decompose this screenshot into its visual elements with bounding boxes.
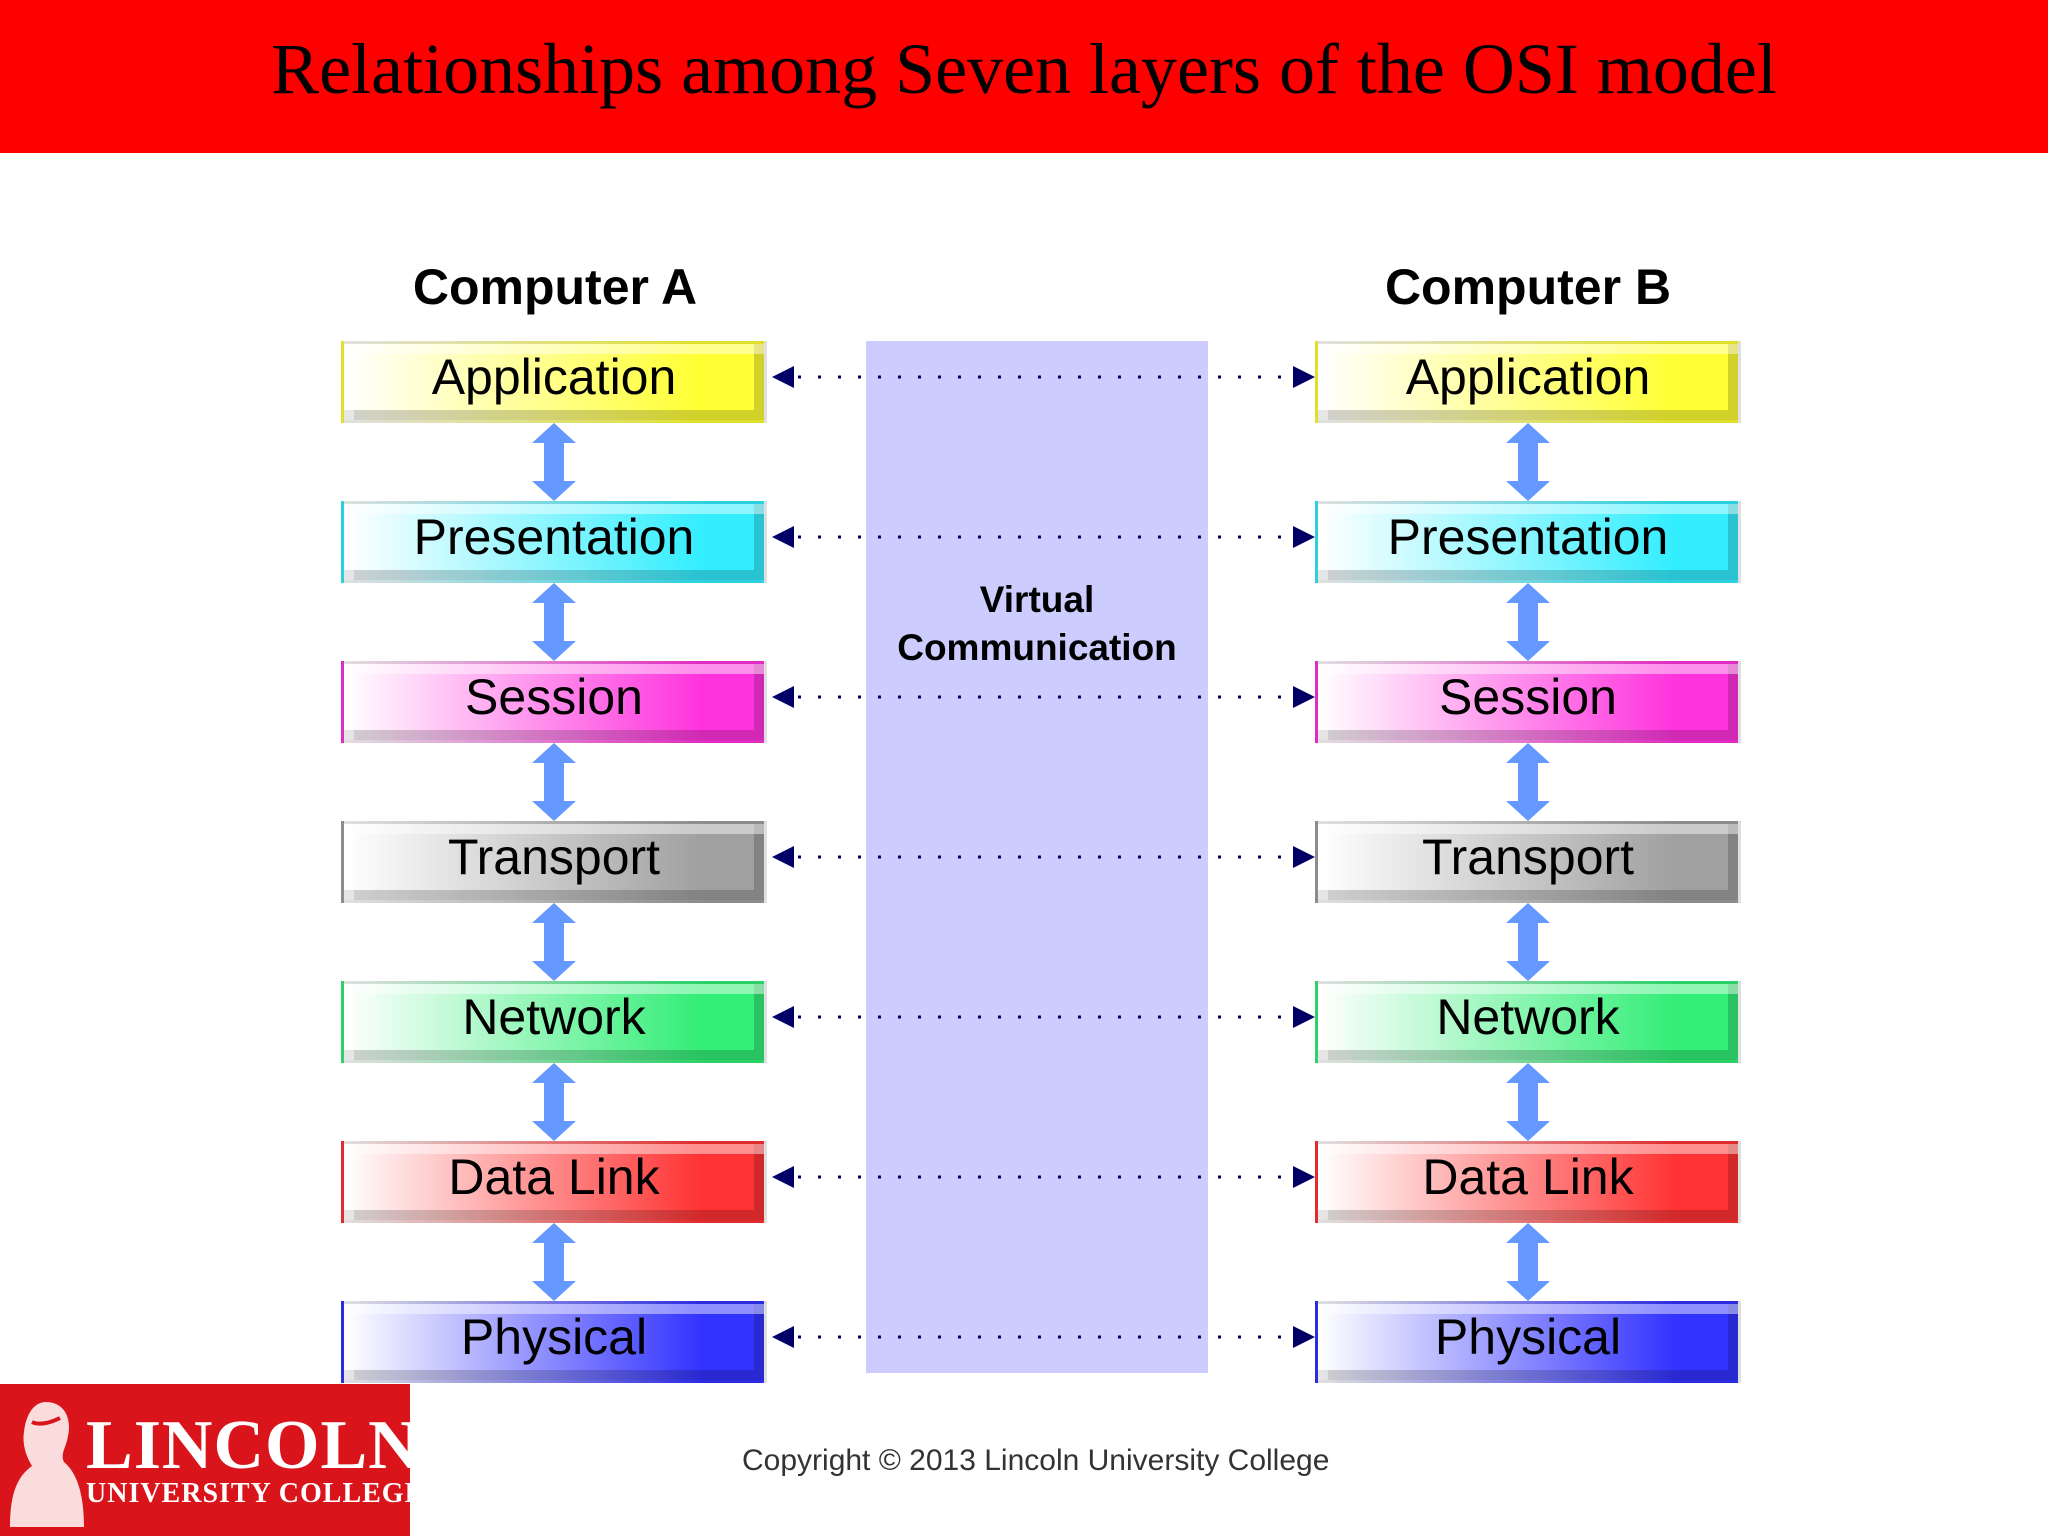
vertical-arrow-icon [532,1223,576,1301]
logo [0,1384,410,1536]
logo-sub-text: UNIVERSITY COLLEGE [86,1478,425,1509]
layer-label: Presentation [413,509,695,565]
layer-label: Session [1439,669,1617,725]
layer-data-link-a: Data Link [341,1141,767,1223]
peer-dotted-arrow-icon [772,1163,1315,1191]
layer-application-b: Application [1315,341,1741,423]
vertical-arrow-icon [1506,1063,1550,1141]
layer-label: Transport [1421,829,1635,885]
vertical-arrow-icon [1506,583,1550,661]
virtual-communication-band [866,341,1208,1373]
lincoln-bust-icon [10,1402,84,1527]
layer-label: Transport [447,829,661,885]
copyright-text: Copyright © 2013 Lincoln University Coll… [742,1444,1330,1477]
layer-label: Physical [460,1309,648,1365]
vertical-arrow-icon [532,583,576,661]
layer-label: Presentation [1387,509,1669,565]
computer-b-label: Computer B [1384,259,1672,315]
page-title: Relationships among Seven layers of the … [271,29,1777,109]
peer-dotted-arrow-icon [772,843,1315,871]
virtual-label-line-2: Communication [897,627,1177,668]
virtual-label-line-1: Virtual [979,579,1095,620]
layer-label: Physical [1434,1309,1622,1365]
vertical-arrow-icon [1506,743,1550,821]
vertical-arrow-icon [532,903,576,981]
layer-transport-a: Transport [341,821,767,903]
virtual-communication-label: Virtual Communication [866,576,1208,672]
vertical-arrow-icon [1506,1223,1550,1301]
layer-label: Session [465,669,643,725]
logo-main-text: LINCOLN [86,1407,420,1484]
vertical-arrow-icon [532,423,576,501]
peer-dotted-arrow-icon [772,1003,1315,1031]
layer-label: Network [462,989,646,1045]
peer-dotted-arrow-icon [772,523,1315,551]
title-bar [0,0,2048,153]
layer-label: Application [1405,349,1651,405]
vertical-arrow-icon [532,1063,576,1141]
layer-label: Network [1436,989,1620,1045]
peer-dotted-arrow-icon [772,1323,1315,1351]
layer-label: Data Link [1422,1149,1634,1205]
peer-dotted-arrow-icon [772,683,1315,711]
vertical-arrow-icon [1506,423,1550,501]
computer-a-label: Computer A [412,259,698,315]
layer-network-b: Network [1315,981,1741,1063]
layer-transport-b: Transport [1315,821,1741,903]
layer-session-a: Session [341,661,767,743]
layer-session-b: Session [1315,661,1741,743]
layer-physical-a: Physical [341,1301,767,1383]
vertical-arrow-icon [532,743,576,821]
layer-presentation-b: Presentation [1315,501,1741,583]
layer-physical-b: Physical [1315,1301,1741,1383]
peer-dotted-arrow-icon [772,363,1315,391]
vertical-arrow-icon [1506,903,1550,981]
layer-label: Application [431,349,677,405]
layer-application-a: Application [341,341,767,423]
layer-network-a: Network [341,981,767,1063]
layer-label: Data Link [448,1149,660,1205]
layer-data-link-b: Data Link [1315,1141,1741,1223]
layer-presentation-a: Presentation [341,501,767,583]
